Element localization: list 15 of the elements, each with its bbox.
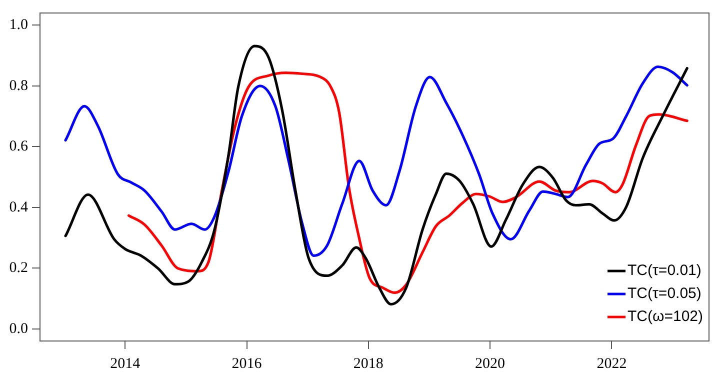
y-tick-label: 1.0 [9,17,28,34]
x-tick-label: 2020 [475,356,506,372]
legend-label: TC(τ=0.05) [628,285,702,302]
y-tick-label: 0.4 [9,199,28,216]
y-tick-label: 0.6 [9,138,28,155]
x-tick-label: 2018 [353,356,384,372]
legend-label: TC(ω=102) [628,308,704,326]
legend-label: TC(τ=0.01) [628,262,702,280]
line-series [64,65,688,257]
x-tick-label: 2014 [110,356,141,372]
y-tick-label: 0.0 [9,320,28,337]
x-tick-label: 2022 [596,356,627,372]
y-tick-label: 0.8 [9,78,28,94]
x-tick-label: 2016 [232,356,262,372]
y-tick-label: 0.2 [9,260,28,276]
